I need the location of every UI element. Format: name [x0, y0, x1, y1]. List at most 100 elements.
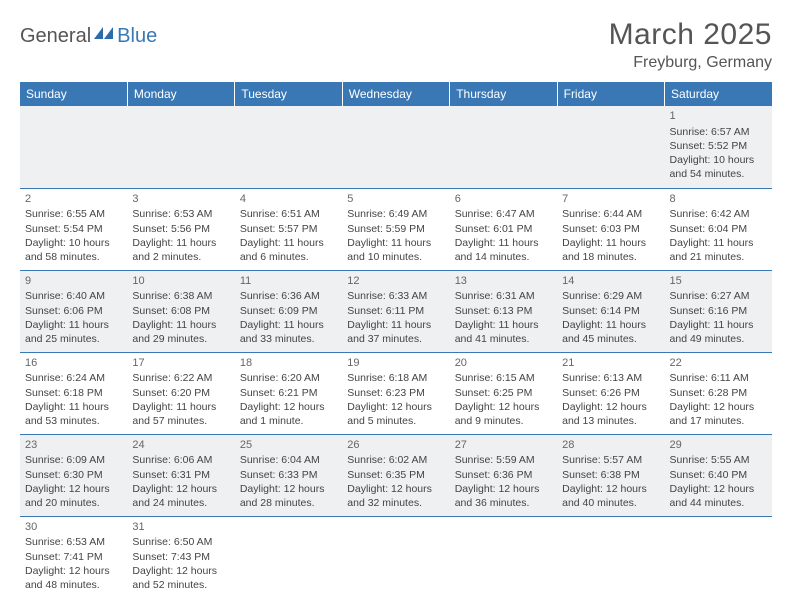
daylight-line: Daylight: 12 hours and 1 minute.	[240, 400, 337, 428]
sunrise-line: Sunrise: 6:06 AM	[132, 453, 229, 467]
day-number: 11	[240, 274, 337, 289]
calendar-cell: 12Sunrise: 6:33 AMSunset: 6:11 PMDayligh…	[342, 270, 449, 352]
daylight-line: Daylight: 12 hours and 24 minutes.	[132, 482, 229, 510]
calendar-cell: 1Sunrise: 6:57 AMSunset: 5:52 PMDaylight…	[665, 106, 772, 188]
day-number: 7	[562, 192, 659, 207]
calendar-cell: 2Sunrise: 6:55 AMSunset: 5:54 PMDaylight…	[20, 188, 127, 270]
sunrise-line: Sunrise: 6:02 AM	[347, 453, 444, 467]
sunset-line: Sunset: 5:59 PM	[347, 222, 444, 236]
calendar-page: General Blue March 2025 Freyburg, German…	[0, 0, 792, 608]
calendar-cell: 22Sunrise: 6:11 AMSunset: 6:28 PMDayligh…	[665, 352, 772, 434]
sunrise-line: Sunrise: 6:15 AM	[455, 371, 552, 385]
daylight-line: Daylight: 12 hours and 13 minutes.	[562, 400, 659, 428]
day-number: 28	[562, 438, 659, 453]
calendar-cell: 30Sunrise: 6:53 AMSunset: 7:41 PMDayligh…	[20, 516, 127, 598]
col-header: Monday	[127, 82, 234, 106]
day-number: 5	[347, 192, 444, 207]
day-number: 22	[670, 356, 767, 371]
page-header: General Blue March 2025 Freyburg, German…	[20, 18, 772, 72]
sunset-line: Sunset: 7:41 PM	[25, 550, 122, 564]
day-number: 26	[347, 438, 444, 453]
daylight-line: Daylight: 11 hours and 57 minutes.	[132, 400, 229, 428]
sunrise-line: Sunrise: 6:33 AM	[347, 289, 444, 303]
daylight-line: Daylight: 12 hours and 20 minutes.	[25, 482, 122, 510]
daylight-line: Daylight: 11 hours and 18 minutes.	[562, 236, 659, 264]
sunset-line: Sunset: 6:06 PM	[25, 304, 122, 318]
sunset-line: Sunset: 6:14 PM	[562, 304, 659, 318]
day-number: 15	[670, 274, 767, 289]
sunrise-line: Sunrise: 6:20 AM	[240, 371, 337, 385]
day-number: 2	[25, 192, 122, 207]
col-header: Sunday	[20, 82, 127, 106]
calendar-cell: 9Sunrise: 6:40 AMSunset: 6:06 PMDaylight…	[20, 270, 127, 352]
month-title: March 2025	[609, 18, 772, 52]
calendar-cell	[557, 106, 664, 188]
sunrise-line: Sunrise: 6:04 AM	[240, 453, 337, 467]
calendar-cell: 7Sunrise: 6:44 AMSunset: 6:03 PMDaylight…	[557, 188, 664, 270]
day-number: 21	[562, 356, 659, 371]
calendar-cell: 25Sunrise: 6:04 AMSunset: 6:33 PMDayligh…	[235, 434, 342, 516]
calendar-row: 16Sunrise: 6:24 AMSunset: 6:18 PMDayligh…	[20, 352, 772, 434]
calendar-cell: 20Sunrise: 6:15 AMSunset: 6:25 PMDayligh…	[450, 352, 557, 434]
day-number: 23	[25, 438, 122, 453]
day-number: 1	[670, 109, 767, 124]
daylight-line: Daylight: 11 hours and 49 minutes.	[670, 318, 767, 346]
daylight-line: Daylight: 11 hours and 21 minutes.	[670, 236, 767, 264]
calendar-cell: 8Sunrise: 6:42 AMSunset: 6:04 PMDaylight…	[665, 188, 772, 270]
sunrise-line: Sunrise: 6:44 AM	[562, 207, 659, 221]
daylight-line: Daylight: 10 hours and 58 minutes.	[25, 236, 122, 264]
daylight-line: Daylight: 11 hours and 14 minutes.	[455, 236, 552, 264]
calendar-row: 23Sunrise: 6:09 AMSunset: 6:30 PMDayligh…	[20, 434, 772, 516]
sunset-line: Sunset: 6:08 PM	[132, 304, 229, 318]
sunrise-line: Sunrise: 6:40 AM	[25, 289, 122, 303]
sunset-line: Sunset: 6:31 PM	[132, 468, 229, 482]
calendar-cell	[342, 106, 449, 188]
daylight-line: Daylight: 12 hours and 9 minutes.	[455, 400, 552, 428]
calendar-row: 1Sunrise: 6:57 AMSunset: 5:52 PMDaylight…	[20, 106, 772, 188]
daylight-line: Daylight: 11 hours and 45 minutes.	[562, 318, 659, 346]
location-label: Freyburg, Germany	[609, 54, 772, 72]
calendar-cell: 27Sunrise: 5:59 AMSunset: 6:36 PMDayligh…	[450, 434, 557, 516]
day-number: 4	[240, 192, 337, 207]
calendar-cell: 21Sunrise: 6:13 AMSunset: 6:26 PMDayligh…	[557, 352, 664, 434]
sunset-line: Sunset: 6:35 PM	[347, 468, 444, 482]
daylight-line: Daylight: 11 hours and 53 minutes.	[25, 400, 122, 428]
sunrise-line: Sunrise: 6:24 AM	[25, 371, 122, 385]
daylight-line: Daylight: 12 hours and 36 minutes.	[455, 482, 552, 510]
sunset-line: Sunset: 6:23 PM	[347, 386, 444, 400]
sunrise-line: Sunrise: 6:29 AM	[562, 289, 659, 303]
daylight-line: Daylight: 11 hours and 29 minutes.	[132, 318, 229, 346]
sunrise-line: Sunrise: 5:59 AM	[455, 453, 552, 467]
sunrise-line: Sunrise: 6:31 AM	[455, 289, 552, 303]
sunrise-line: Sunrise: 6:11 AM	[670, 371, 767, 385]
sunset-line: Sunset: 6:03 PM	[562, 222, 659, 236]
calendar-body: 1Sunrise: 6:57 AMSunset: 5:52 PMDaylight…	[20, 106, 772, 598]
sunrise-line: Sunrise: 5:55 AM	[670, 453, 767, 467]
sunset-line: Sunset: 5:56 PM	[132, 222, 229, 236]
logo-text-general: General	[20, 25, 91, 48]
col-header: Tuesday	[235, 82, 342, 106]
sunset-line: Sunset: 6:38 PM	[562, 468, 659, 482]
calendar-cell: 19Sunrise: 6:18 AMSunset: 6:23 PMDayligh…	[342, 352, 449, 434]
daylight-line: Daylight: 12 hours and 17 minutes.	[670, 400, 767, 428]
sunset-line: Sunset: 6:30 PM	[25, 468, 122, 482]
day-number: 30	[25, 520, 122, 535]
calendar-cell: 13Sunrise: 6:31 AMSunset: 6:13 PMDayligh…	[450, 270, 557, 352]
calendar-cell: 11Sunrise: 6:36 AMSunset: 6:09 PMDayligh…	[235, 270, 342, 352]
day-number: 24	[132, 438, 229, 453]
calendar-row: 9Sunrise: 6:40 AMSunset: 6:06 PMDaylight…	[20, 270, 772, 352]
sunset-line: Sunset: 6:13 PM	[455, 304, 552, 318]
daylight-line: Daylight: 11 hours and 33 minutes.	[240, 318, 337, 346]
sunrise-line: Sunrise: 6:27 AM	[670, 289, 767, 303]
day-number: 13	[455, 274, 552, 289]
calendar-cell: 10Sunrise: 6:38 AMSunset: 6:08 PMDayligh…	[127, 270, 234, 352]
calendar-cell: 15Sunrise: 6:27 AMSunset: 6:16 PMDayligh…	[665, 270, 772, 352]
day-number: 29	[670, 438, 767, 453]
sunset-line: Sunset: 5:54 PM	[25, 222, 122, 236]
day-number: 31	[132, 520, 229, 535]
sunset-line: Sunset: 6:16 PM	[670, 304, 767, 318]
day-number: 16	[25, 356, 122, 371]
day-number: 3	[132, 192, 229, 207]
daylight-line: Daylight: 12 hours and 48 minutes.	[25, 564, 122, 592]
sunrise-line: Sunrise: 6:18 AM	[347, 371, 444, 385]
